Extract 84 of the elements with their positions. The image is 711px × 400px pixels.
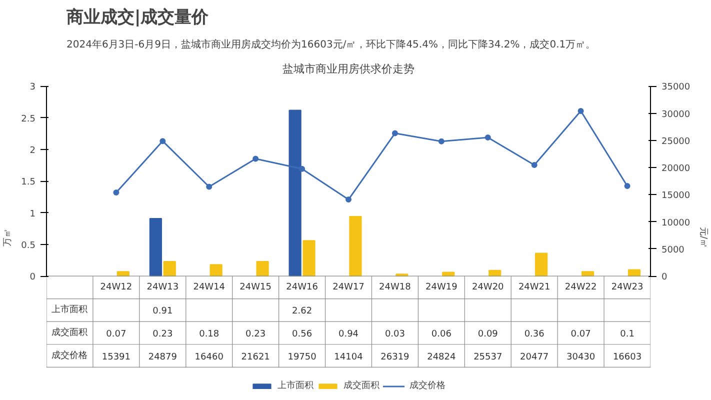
point: [113, 190, 120, 196]
data-label: 21621: [241, 352, 270, 362]
point: [438, 138, 444, 144]
y-tick-label: 2.5: [21, 114, 36, 124]
x-tick-label: 24W23: [611, 282, 644, 292]
data-label: 0.18: [199, 329, 220, 340]
legend-label: 成交价格: [410, 380, 446, 392]
y2-tick-label: 20000: [662, 164, 690, 174]
data-label: 24879: [148, 352, 178, 362]
bar: [535, 252, 548, 277]
data-label: 0.23: [152, 329, 173, 340]
point: [299, 166, 306, 172]
point: [160, 138, 166, 144]
point: [206, 184, 212, 190]
text: 上市面积: [52, 305, 88, 316]
y2-tick-label: 5000: [662, 245, 685, 256]
data-label: 26319: [380, 352, 410, 362]
y-axis-title: 万㎡: [3, 228, 14, 246]
bar: [288, 110, 302, 277]
y2-tick-label: 35000: [662, 82, 690, 93]
bar: [302, 240, 316, 277]
x-tick-label: 24W17: [332, 282, 364, 292]
point: [624, 182, 630, 189]
point: [392, 130, 398, 136]
legend-label: 成交面积: [344, 380, 380, 392]
data-label: 0.1: [620, 329, 634, 340]
x-tick-label: 24W15: [240, 282, 272, 292]
data-label: 0.94: [338, 329, 359, 340]
chart-title: 盐城市商业用房供求价走势: [282, 62, 414, 76]
x-tick-label: 24W19: [426, 282, 458, 292]
text: 成交面积: [52, 328, 88, 338]
point: [578, 108, 584, 114]
point: [484, 134, 491, 141]
y2-tick-label: 15000: [662, 191, 690, 202]
x-tick-label: 24W21: [518, 282, 550, 292]
x-tick-label: 24W12: [100, 282, 132, 292]
data-label: 30430: [566, 352, 596, 362]
x-tick-label: 24W14: [193, 282, 226, 292]
y-tick-label: 2: [30, 146, 36, 156]
y-tick-label: 1: [30, 209, 36, 220]
data-label: 24824: [427, 352, 456, 362]
data-label: 19750: [288, 352, 317, 362]
bar: [210, 264, 222, 277]
x-tick-label: 24W18: [379, 282, 412, 292]
data-label: 0.06: [431, 329, 452, 340]
bar: [349, 216, 362, 277]
data-label: 16460: [194, 352, 224, 362]
y2-tick-label: 0: [662, 272, 668, 283]
bar: [163, 260, 176, 277]
data-label: 0.07: [570, 329, 591, 340]
data-label: 0.09: [478, 329, 498, 340]
y2-tick-label: 30000: [662, 110, 690, 120]
point: [252, 156, 259, 162]
point: [531, 162, 538, 168]
y2-axis-title: 元/㎡: [698, 226, 710, 248]
y-tick-label: 0: [30, 272, 36, 283]
data-label: 25537: [474, 352, 502, 362]
y-tick-label: 1.5: [21, 178, 36, 188]
data-label: 0.91: [152, 306, 173, 317]
data-label: 2.62: [292, 306, 312, 317]
data-label: 14104: [334, 352, 364, 362]
y-tick-label: 0.5: [21, 240, 36, 251]
chart-subtitle: 2024年6月3日-6月9日，盐城市商业用房成交均价为16603元/㎡，环比下降45.4%，同比下降34.2%，成交0.1万㎡。: [66, 38, 596, 50]
text: 商业成交|成交量价: [66, 8, 210, 28]
data-label: 0.56: [292, 329, 312, 340]
x-tick-label: 24W22: [564, 282, 597, 292]
data-label: 15391: [102, 352, 131, 362]
x-tick-label: 24W16: [286, 282, 318, 292]
data-label: 20477: [520, 352, 549, 362]
x-tick-label: 24W13: [146, 282, 179, 292]
data-label: 16603: [612, 352, 642, 362]
data-label: 0.36: [524, 329, 545, 340]
bar: [149, 218, 162, 277]
bar: [256, 260, 269, 277]
y2-tick-label: 10000: [662, 218, 690, 228]
x-tick-label: 24W20: [472, 282, 504, 292]
text: 成交价格: [52, 350, 88, 361]
data-label: 0.23: [246, 329, 266, 340]
data-label: 0.07: [106, 329, 126, 340]
y-tick-label: 3: [30, 82, 36, 93]
data-label: 0.03: [384, 329, 405, 340]
y2-tick-label: 25000: [662, 136, 690, 147]
point: [346, 196, 352, 203]
legend-label: 上市面积: [278, 380, 314, 392]
